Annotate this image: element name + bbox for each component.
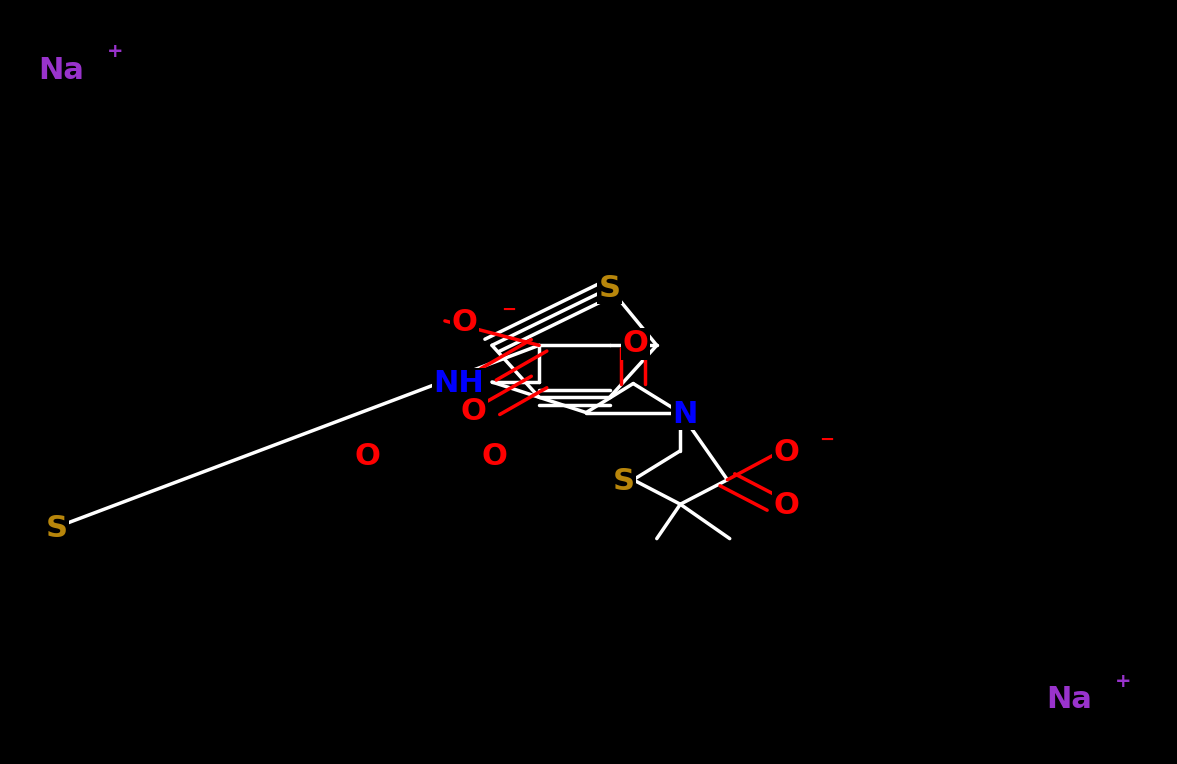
Text: N: N	[672, 400, 698, 429]
Text: O: O	[354, 442, 380, 471]
Text: −: −	[819, 431, 833, 449]
Text: S: S	[599, 274, 620, 303]
Text: Na: Na	[39, 56, 84, 85]
Text: S: S	[613, 467, 634, 496]
Text: O: O	[773, 438, 799, 467]
Text: O: O	[481, 442, 507, 471]
Text: +: +	[1115, 672, 1131, 691]
Text: +: +	[107, 43, 124, 61]
Text: S: S	[46, 514, 67, 543]
Text: O: O	[773, 491, 799, 520]
Text: NH: NH	[433, 369, 485, 398]
Text: O: O	[452, 308, 478, 337]
Text: O: O	[623, 329, 649, 358]
Text: Na: Na	[1046, 685, 1091, 714]
Text: −: −	[501, 301, 516, 319]
Text: O: O	[460, 397, 486, 426]
